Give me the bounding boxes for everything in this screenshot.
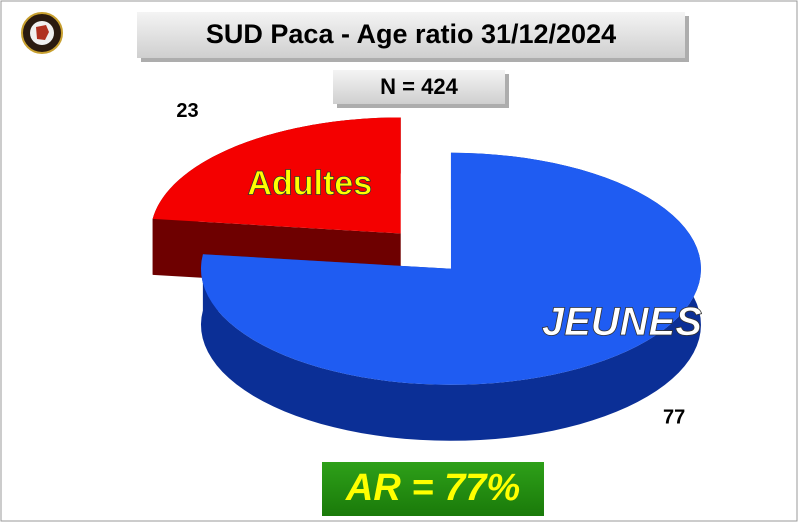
annotation-box	[322, 462, 544, 516]
logo	[21, 12, 63, 54]
data-label: 23	[176, 100, 198, 122]
slice-label: Adultes	[247, 165, 372, 203]
pie: Adultes 23 JEUNES 77	[152, 100, 703, 441]
subtitle: N = 424	[380, 74, 458, 99]
slice	[152, 117, 401, 234]
title-box	[137, 12, 685, 58]
subtitle-box	[333, 70, 505, 104]
chart-title: SUD Paca - Age ratio 31/12/2024	[206, 19, 616, 49]
annotation: AR = 77%	[345, 467, 520, 509]
slice-label: JEUNES	[542, 300, 702, 344]
data-label: 77	[663, 407, 685, 429]
slice	[200, 152, 701, 385]
